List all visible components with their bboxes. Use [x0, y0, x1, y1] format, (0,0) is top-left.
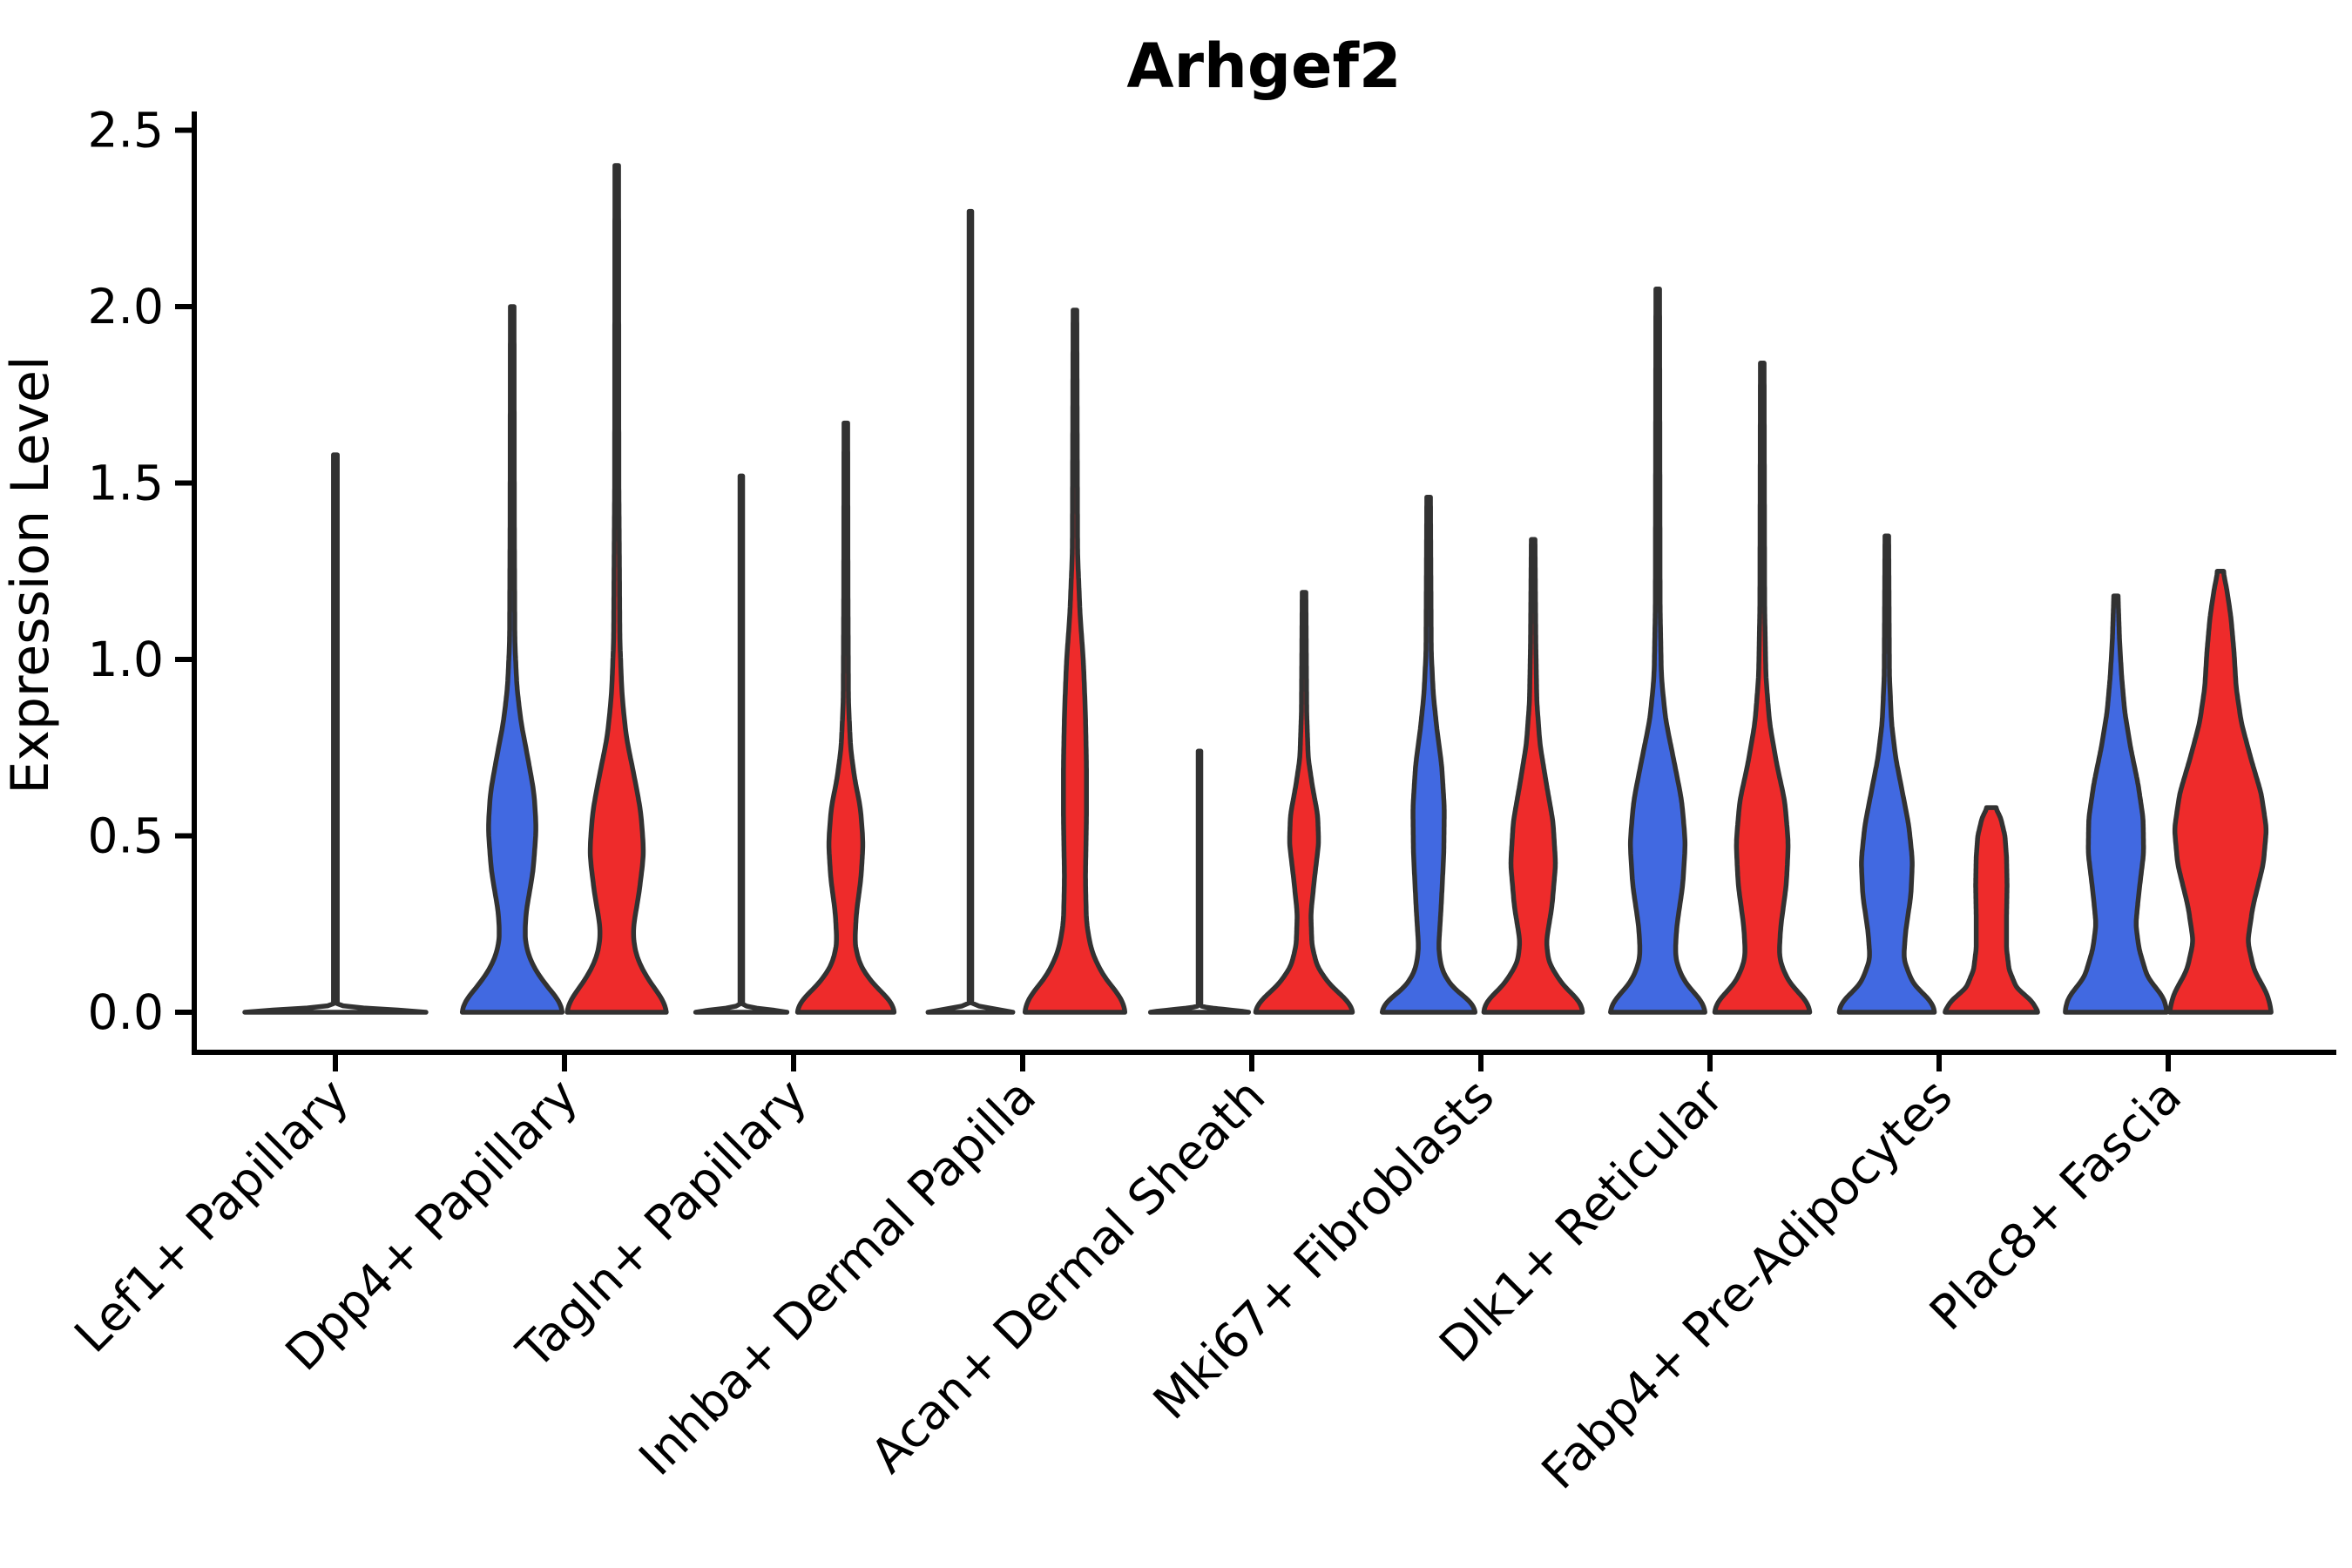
y-tick-label: 1.5 — [88, 456, 164, 511]
violin-single-lef1-papillary — [242, 452, 429, 1015]
violin-red-inhba-dermal-papilla — [1022, 308, 1128, 1015]
y-tick-label: 2.5 — [88, 103, 164, 159]
violin-blue-fabp4-pre-adipocytes — [1836, 533, 1937, 1015]
violin-blue-plac8-fascia — [2063, 593, 2169, 1015]
violin-red-plac8-fascia — [2167, 569, 2274, 1015]
y-tick-label: 1.0 — [88, 632, 164, 687]
violin-blue-dlk1-reticular — [1608, 287, 1707, 1015]
violin-blue-acan-dermal-sheath — [1147, 748, 1252, 1015]
violin-blue-dpp4-papillary — [459, 304, 565, 1015]
x-tick-label: Fabp4+ Pre-Adipocytes — [1531, 1068, 1963, 1500]
x-tick-label: Acan+ Dermal Sheath — [860, 1068, 1275, 1484]
violin-red-acan-dermal-sheath — [1253, 590, 1355, 1015]
violin-blue-mki67-fibroblasts — [1379, 494, 1478, 1015]
y-tick-label: 2.0 — [88, 279, 164, 335]
y-tick-label: 0.5 — [88, 808, 164, 864]
chart-title: Arhgef2 — [1126, 30, 1401, 102]
y-axis-ticks: 0.0 0.5 1.0 1.5 2.0 2.5 — [88, 103, 194, 1040]
violin-blue-tagln-papillary — [693, 473, 790, 1015]
violins-layer — [242, 163, 2274, 1015]
violin-red-dpp4-papillary — [564, 163, 669, 1015]
y-tick-label: 0.0 — [88, 984, 164, 1040]
violin-red-mki67-fibroblasts — [1481, 537, 1585, 1015]
y-axis-label: Expression Level — [0, 355, 61, 794]
violin-red-dlk1-reticular — [1712, 361, 1813, 1015]
violin-blue-inhba-dermal-papilla — [925, 208, 1016, 1015]
x-tick-label: Inhba+ Dermal Papilla — [628, 1068, 1046, 1486]
violin-red-fabp4-pre-adipocytes — [1943, 805, 2040, 1015]
violin-red-tagln-papillary — [794, 420, 897, 1015]
